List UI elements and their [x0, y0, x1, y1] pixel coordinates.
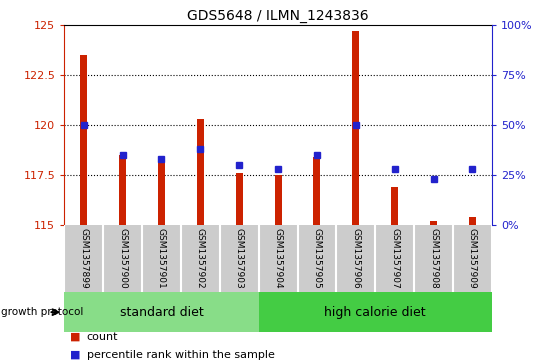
- Bar: [236, 173, 243, 225]
- Text: GSM1357908: GSM1357908: [429, 228, 438, 289]
- Text: GSM1357909: GSM1357909: [468, 228, 477, 289]
- Text: count: count: [87, 332, 118, 342]
- Text: growth protocol: growth protocol: [1, 307, 83, 317]
- Text: GSM1357903: GSM1357903: [235, 228, 244, 289]
- Text: GSM1357907: GSM1357907: [390, 228, 399, 289]
- Text: ■: ■: [70, 332, 80, 342]
- Bar: [391, 187, 398, 225]
- Text: GSM1357900: GSM1357900: [118, 228, 127, 289]
- Text: GSM1357901: GSM1357901: [157, 228, 166, 289]
- Text: high calorie diet: high calorie diet: [324, 306, 426, 319]
- Bar: [158, 159, 165, 225]
- Bar: [80, 55, 87, 225]
- Text: GSM1357904: GSM1357904: [273, 228, 283, 289]
- Text: percentile rank within the sample: percentile rank within the sample: [87, 350, 274, 360]
- Bar: [259, 292, 492, 332]
- Bar: [274, 175, 282, 225]
- Text: ■: ■: [70, 350, 80, 360]
- Text: GSM1357906: GSM1357906: [352, 228, 361, 289]
- Bar: [314, 157, 320, 225]
- Title: GDS5648 / ILMN_1243836: GDS5648 / ILMN_1243836: [187, 9, 369, 23]
- Bar: [119, 155, 126, 225]
- Bar: [352, 31, 359, 225]
- Text: GSM1357899: GSM1357899: [79, 228, 88, 289]
- Bar: [469, 217, 476, 225]
- Text: GSM1357905: GSM1357905: [312, 228, 321, 289]
- Bar: [430, 221, 437, 225]
- Bar: [197, 119, 204, 225]
- Text: standard diet: standard diet: [120, 306, 203, 319]
- Text: GSM1357902: GSM1357902: [196, 228, 205, 289]
- Bar: [64, 292, 259, 332]
